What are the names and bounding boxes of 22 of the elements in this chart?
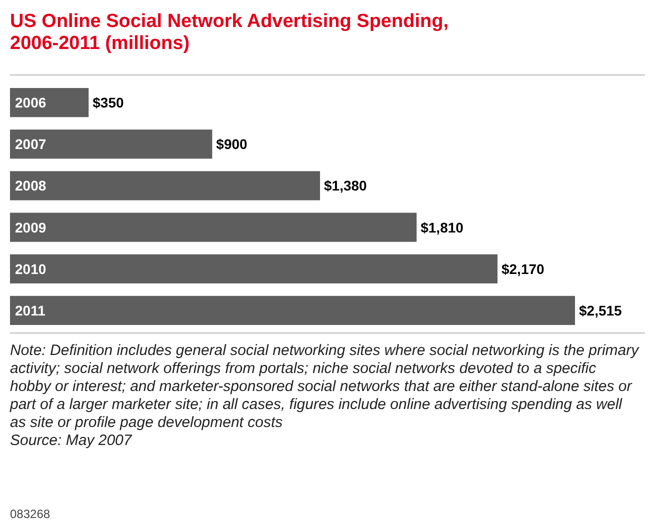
- data-label: $2,515: [579, 302, 622, 318]
- data-label: $1,810: [420, 219, 464, 236]
- bar: [10, 171, 320, 200]
- y-tick-label: 2006: [15, 94, 46, 111]
- source-note: Source: May 2007: [10, 432, 132, 449]
- bar: [10, 88, 89, 118]
- bar: [10, 212, 417, 242]
- text: 083268: [10, 507, 50, 521]
- bar: [10, 130, 212, 159]
- data-label: $350: [92, 94, 124, 111]
- text: Note: Definition includes general social networking sites where social networking is the primary activity; social network offerings from portals; niche social networks devoted to a specific hobby or interest; and marketer-sponsored social networks that are either stand-alone sites or part of a larger marketer site; in all cases, figures include online advertising spending as well as site or profile page development costs: [9, 342, 640, 431]
- bar: [10, 296, 575, 325]
- chart-title: US Online Social Network Advertising Spending, 2006-2011 (millions): [10, 11, 448, 54]
- bar: [10, 254, 498, 284]
- data-label: $2,170: [501, 260, 545, 277]
- y-tick-label: 2009: [15, 219, 46, 236]
- y-tick-label: 2010: [15, 260, 46, 277]
- y-tick-label: 2007: [15, 136, 46, 152]
- data-label: $900: [216, 136, 248, 152]
- y-tick-label: 2011: [15, 302, 46, 318]
- data-label: $1,380: [324, 178, 368, 194]
- y-tick-label: 2008: [15, 178, 46, 194]
